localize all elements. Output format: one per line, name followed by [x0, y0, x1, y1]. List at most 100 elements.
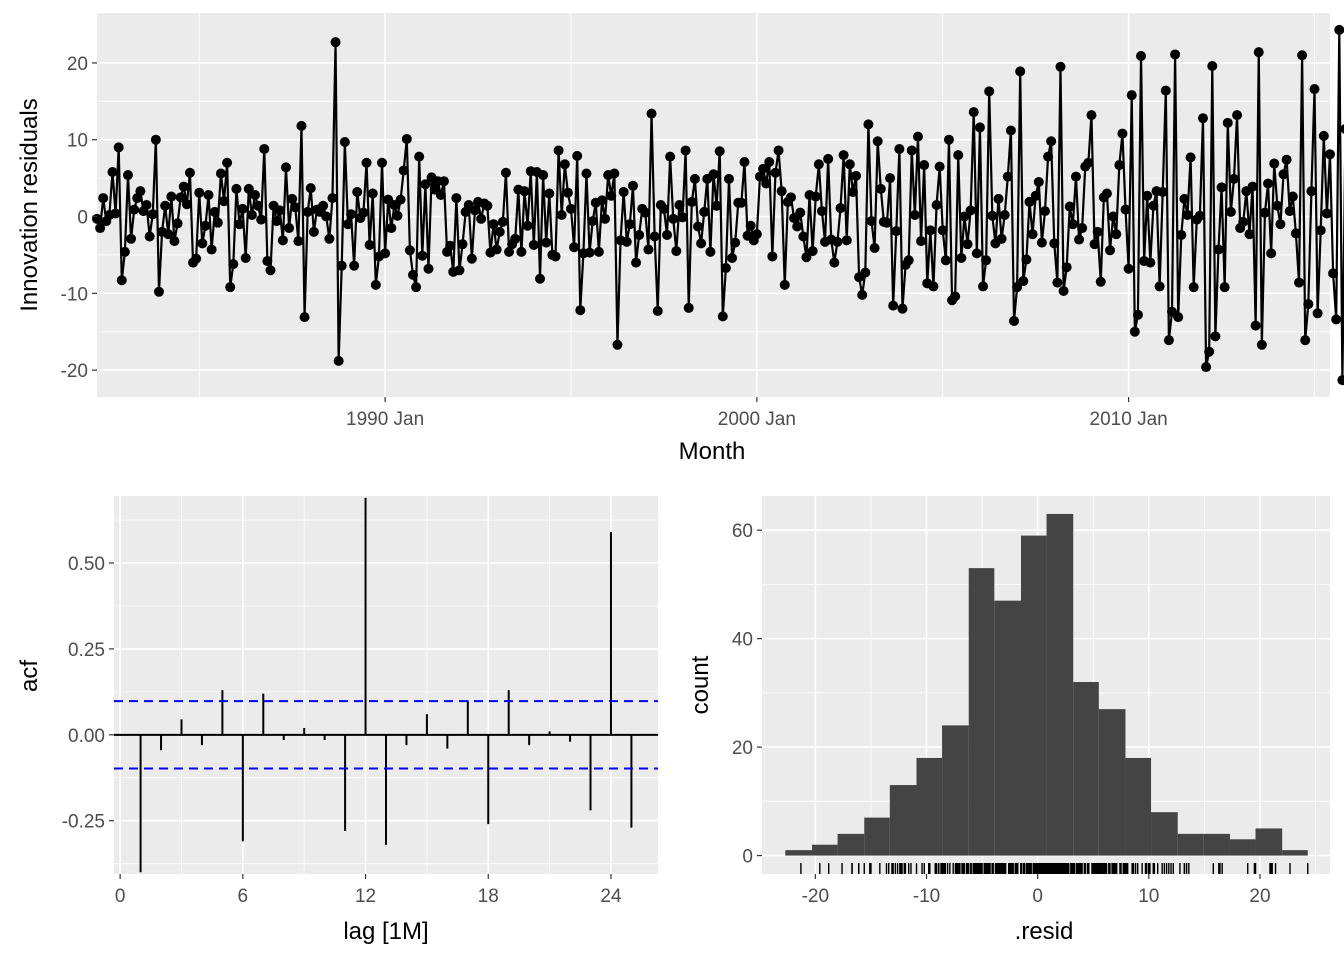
residual-point	[1132, 309, 1143, 320]
histogram-bar	[812, 844, 838, 856]
acf-x-tick-label: 6	[238, 886, 249, 907]
residual-point	[1213, 244, 1224, 255]
residual-point	[875, 183, 886, 194]
residual-point	[829, 257, 840, 268]
residual-point	[175, 192, 186, 203]
residual-point	[1012, 282, 1023, 293]
residual-point	[677, 212, 688, 223]
residual-point	[885, 173, 896, 184]
histogram-bar	[1229, 839, 1256, 856]
residual-point	[680, 145, 691, 156]
residual-point	[401, 133, 412, 144]
residual-point	[581, 168, 592, 179]
residual-point	[761, 178, 772, 189]
histogram-bar	[942, 725, 969, 856]
residual-point	[200, 220, 211, 231]
residual-point	[1247, 181, 1258, 192]
residual-point	[1294, 277, 1305, 288]
residual-point	[1046, 136, 1057, 147]
residual-point	[1256, 339, 1267, 350]
residual-point	[674, 200, 685, 210]
residual-point	[1055, 61, 1066, 72]
residual-point	[996, 233, 1007, 244]
residual-point	[290, 202, 301, 213]
acf-panel: 0.50 0.25 0.00 -0.25 0 6 12 18 24 lag [1M] acf	[16, 496, 658, 945]
histogram-bar	[1020, 535, 1047, 856]
residual-point	[194, 187, 205, 198]
residual-point	[1312, 308, 1323, 319]
residual-point	[1194, 210, 1205, 221]
residual-point	[1021, 254, 1032, 265]
residual-point	[1142, 190, 1153, 201]
residual-point	[1024, 196, 1035, 207]
histogram-x-tick-label: -20	[802, 886, 829, 907]
residual-point	[696, 238, 707, 249]
residual-point	[225, 282, 236, 293]
residual-point	[1303, 299, 1314, 310]
histogram-bar	[1177, 833, 1204, 856]
histogram-bar	[837, 833, 865, 856]
residual-point	[1275, 219, 1286, 230]
acf-y-tick-labels: 0.50 0.25 0.00 -0.25	[62, 554, 114, 833]
residual-point	[758, 163, 769, 174]
residual-point	[1219, 282, 1230, 293]
residual-point	[1222, 117, 1233, 128]
residual-point	[1232, 110, 1243, 121]
residual-point	[950, 291, 961, 302]
residual-point	[807, 246, 818, 257]
residual-point	[624, 219, 635, 230]
residuals-y-tick-label: 10	[67, 131, 88, 152]
residual-point	[445, 240, 456, 251]
histogram-bar	[1098, 709, 1126, 856]
residual-point	[689, 173, 700, 184]
residual-point	[265, 265, 276, 276]
residuals-x-tick-label: 2010 Jan	[1090, 409, 1168, 430]
residual-point	[928, 281, 939, 292]
residual-point	[940, 255, 951, 266]
residual-point	[163, 229, 174, 240]
residual-point	[1318, 130, 1329, 141]
residual-point	[1250, 320, 1261, 331]
residual-point	[169, 236, 180, 247]
histogram-bar	[994, 600, 1021, 856]
residuals-y-axis-title: Innovation residuals	[16, 98, 43, 311]
residual-point	[847, 186, 858, 197]
residual-point	[293, 236, 304, 247]
residual-point	[466, 253, 477, 264]
residual-point	[813, 159, 824, 170]
histogram-x-tick-label: 20	[1249, 886, 1270, 907]
residual-point	[575, 305, 586, 316]
residual-point	[767, 251, 778, 262]
residual-point	[1185, 152, 1196, 163]
residual-point	[640, 207, 651, 218]
residual-point	[1018, 276, 1029, 287]
residual-point	[1043, 151, 1054, 162]
histogram-panel: 60 40 20 0 -20 -10 0 10 20 .resid count	[687, 496, 1330, 945]
residual-point	[504, 246, 515, 257]
residual-point	[872, 136, 883, 147]
residual-point	[891, 226, 902, 237]
residual-point	[333, 355, 344, 366]
histogram-y-tick-label: 0	[742, 847, 753, 868]
residual-point	[1297, 50, 1308, 61]
histogram-bar	[968, 568, 995, 856]
acf-y-tick-label: 0.00	[68, 726, 105, 747]
residual-point	[352, 186, 363, 197]
residual-point	[981, 255, 992, 266]
residual-point	[795, 207, 806, 218]
histogram-y-axis-title: count	[687, 655, 714, 714]
residual-point	[916, 236, 927, 247]
acf-spikes	[114, 497, 658, 873]
residual-point	[1049, 238, 1060, 249]
residual-point	[122, 170, 133, 181]
residual-point	[903, 255, 914, 266]
residual-point	[420, 179, 431, 190]
residual-point	[1009, 315, 1020, 326]
residual-point	[897, 303, 908, 314]
residual-point	[234, 219, 245, 230]
residual-point	[184, 167, 195, 178]
residual-point	[386, 223, 397, 234]
residual-point	[832, 236, 843, 247]
residual-point	[631, 257, 642, 268]
residual-point	[606, 190, 617, 201]
